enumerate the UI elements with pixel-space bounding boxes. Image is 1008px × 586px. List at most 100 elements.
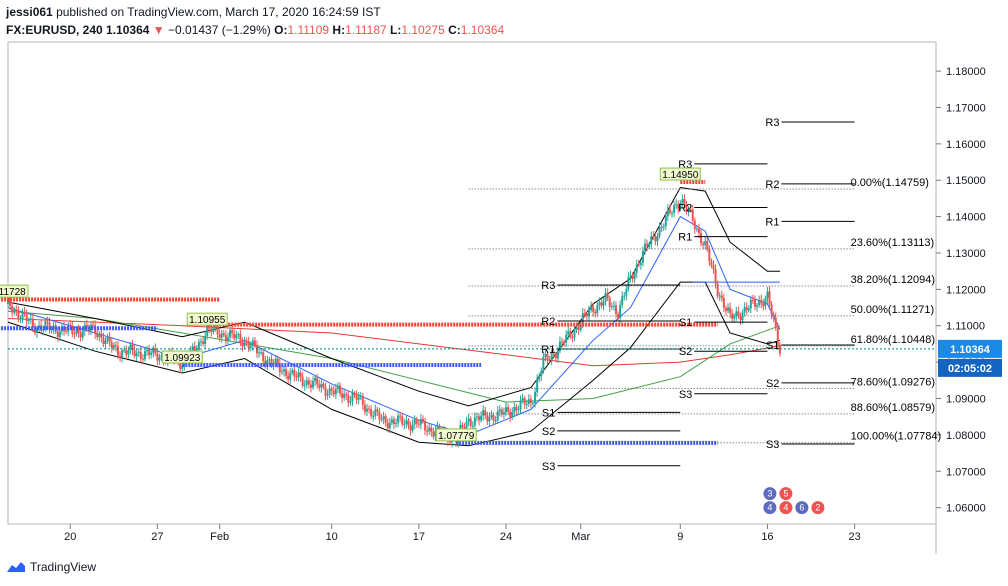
- candle-body: [695, 228, 698, 230]
- candle-body: [384, 416, 387, 423]
- candle-body: [629, 275, 632, 278]
- candle-body: [558, 341, 561, 352]
- candle-body: [488, 417, 491, 422]
- candle-body: [693, 220, 696, 230]
- candle-body: [291, 370, 294, 373]
- bollinger-lower-line: [7, 281, 781, 447]
- candle-body: [621, 296, 624, 305]
- candle-body: [214, 325, 217, 327]
- candle-body: [718, 295, 721, 297]
- candle-body: [627, 277, 630, 289]
- candle-body: [778, 344, 781, 354]
- candle-body: [135, 352, 138, 357]
- candle-body: [312, 381, 315, 388]
- candle-body: [58, 331, 61, 338]
- candle-body: [469, 418, 472, 426]
- candle-body: [368, 408, 371, 410]
- candle-body: [370, 408, 373, 417]
- y-tick-label: 1.08000: [946, 430, 986, 442]
- candle-body: [266, 360, 269, 366]
- candle-body: [482, 410, 485, 416]
- fibonacci-label: 23.60%(1.13113): [851, 237, 935, 249]
- symbol-label[interactable]: FX:EURUSD, 240: [6, 23, 103, 37]
- pivot-label: R1: [765, 216, 779, 228]
- pivot-label: S3: [542, 461, 555, 473]
- candle-body: [15, 309, 18, 311]
- footer-brand[interactable]: TradingView: [30, 560, 97, 574]
- candle-body: [480, 415, 483, 421]
- candle-body: [419, 418, 422, 425]
- candle-body: [600, 302, 603, 306]
- price-annotation-box: [0, 284, 29, 298]
- candle-body: [17, 310, 20, 319]
- candle-body: [121, 350, 124, 358]
- candle-body: [731, 313, 734, 319]
- candle-body: [303, 384, 306, 386]
- close-label: C:: [448, 23, 461, 37]
- candle-body: [729, 307, 732, 314]
- candle-body: [318, 384, 321, 388]
- candle-body: [471, 425, 474, 427]
- candle-body: [328, 388, 331, 395]
- candle-body: [561, 341, 564, 343]
- candle-body: [19, 318, 22, 320]
- candle-body: [542, 356, 545, 371]
- candle-body: [116, 346, 119, 356]
- bollinger-upper-line: [7, 186, 780, 407]
- candle-body: [220, 333, 223, 338]
- candle-body: [608, 298, 611, 307]
- price-annotation-label: 1.14950: [662, 170, 699, 181]
- candle-body: [656, 236, 659, 242]
- candle-body: [617, 313, 620, 319]
- candle-body: [739, 316, 742, 320]
- candle-body: [540, 370, 543, 377]
- price-annotation-box: [161, 350, 203, 364]
- candle-body: [679, 203, 682, 209]
- candle-body: [509, 411, 512, 418]
- price-annotation-label: 1.09923: [164, 353, 201, 364]
- candle-body: [486, 415, 489, 422]
- candle-body: [129, 344, 132, 351]
- pivot-label: S2: [766, 378, 779, 390]
- candle-body: [253, 340, 256, 346]
- candle-body: [525, 404, 528, 406]
- candle-body: [77, 329, 80, 334]
- candle-body: [154, 347, 157, 354]
- candle-body: [681, 199, 684, 204]
- candle-body: [305, 380, 308, 385]
- candle-body: [378, 411, 381, 420]
- candle-body: [251, 340, 254, 347]
- candle-body: [29, 318, 32, 321]
- candle-body: [594, 311, 597, 314]
- candle-body: [720, 295, 723, 299]
- candle-body: [760, 299, 763, 304]
- candle-body: [239, 333, 242, 343]
- candle-body: [326, 394, 329, 396]
- idea-count: 2: [815, 503, 820, 513]
- candle-body: [756, 305, 759, 307]
- candle-body: [212, 326, 215, 332]
- candle-body: [108, 336, 111, 343]
- candle-body: [596, 305, 599, 314]
- candle-body: [598, 302, 601, 306]
- candle-body: [146, 349, 149, 352]
- candle-body: [671, 212, 673, 214]
- candle-body: [405, 420, 408, 424]
- idea-icon: [810, 500, 826, 516]
- candle-body: [191, 346, 194, 350]
- candle-body: [359, 395, 362, 398]
- y-tick-label: 1.07000: [946, 466, 986, 478]
- candle-body: [644, 243, 647, 251]
- candle-body: [287, 375, 290, 380]
- candle-body: [160, 355, 163, 358]
- author-name[interactable]: jessi061: [6, 5, 53, 19]
- candle-body: [382, 416, 385, 420]
- candle-body: [743, 307, 746, 313]
- candle-body: [210, 328, 213, 332]
- tradingview-logo-icon[interactable]: [6, 561, 26, 573]
- y-tick-label: 1.12000: [946, 284, 986, 296]
- candle-body: [635, 264, 638, 273]
- candle-body: [654, 236, 657, 242]
- candle-body: [527, 399, 530, 405]
